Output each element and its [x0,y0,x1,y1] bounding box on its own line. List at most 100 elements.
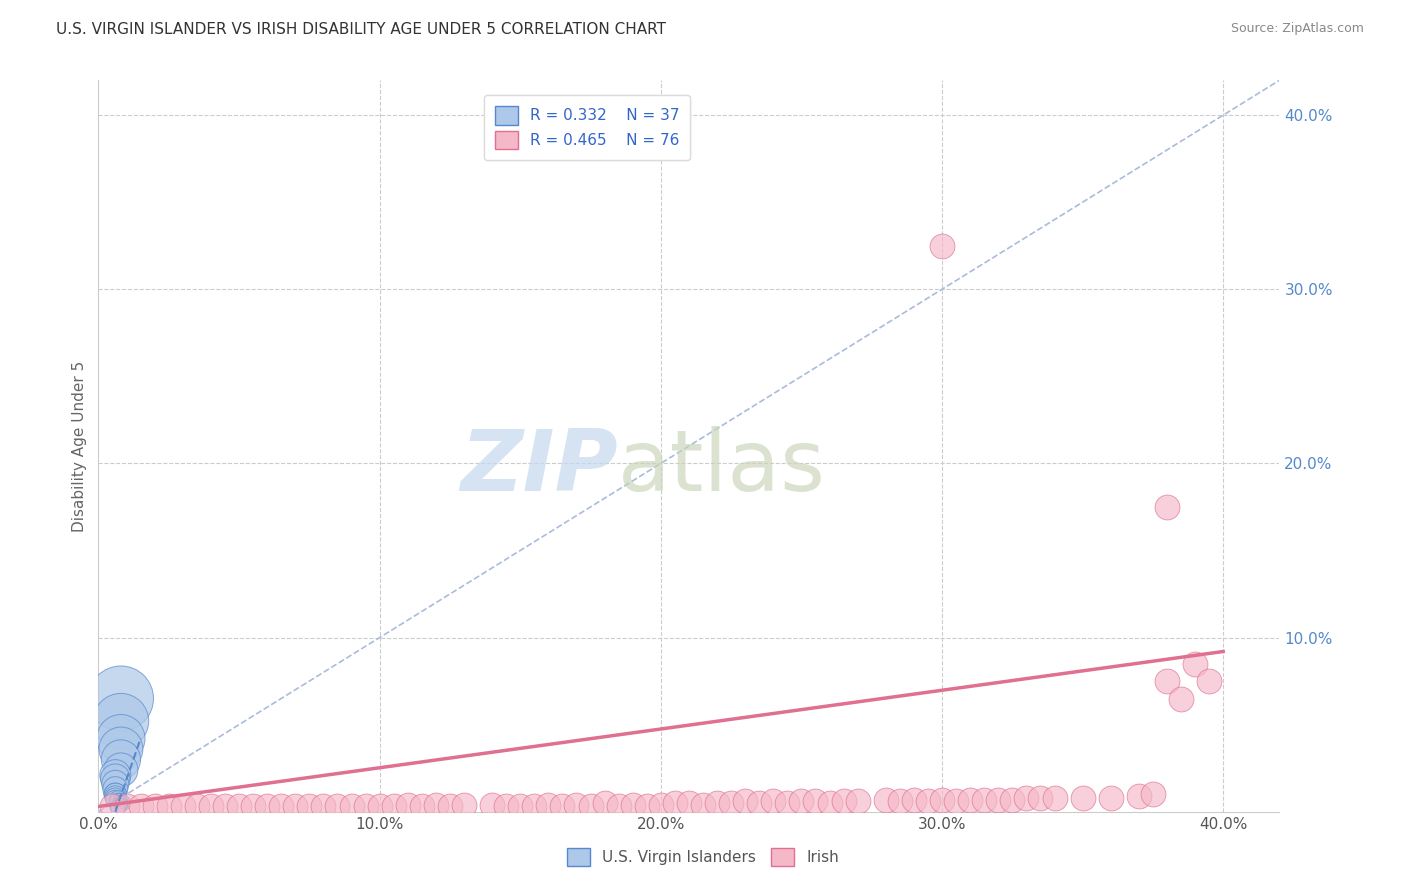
Point [1142,787,1164,801]
Point [1184,657,1206,671]
Point [720,796,742,810]
Point [104,801,127,815]
Point [110,803,132,817]
Point [565,797,588,812]
Point [931,238,953,252]
Point [110,691,132,706]
Point [110,799,132,814]
Point [104,787,127,801]
Point [107,792,129,806]
Point [110,797,132,812]
Point [110,796,132,810]
Point [228,799,250,814]
Point [104,782,127,797]
Point [110,794,132,808]
Point [104,768,127,782]
Point [112,796,135,810]
Text: ZIP: ZIP [460,426,619,509]
Point [157,799,180,814]
Text: Source: ZipAtlas.com: Source: ZipAtlas.com [1230,22,1364,36]
Point [110,752,132,766]
Point [959,792,981,806]
Point [607,799,630,814]
Point [143,799,166,814]
Point [945,794,967,808]
Point [107,799,129,814]
Point [104,777,127,791]
Point [368,799,391,814]
Point [382,799,405,814]
Point [110,801,132,815]
Point [1001,792,1024,806]
Point [104,801,127,815]
Point [425,797,447,812]
Point [104,792,127,806]
Point [987,792,1010,806]
Point [242,799,264,814]
Point [110,805,132,819]
Point [1029,790,1052,805]
Y-axis label: Disability Age Under 5: Disability Age Under 5 [72,360,87,532]
Point [1128,789,1150,803]
Point [495,799,517,814]
Point [1156,500,1178,514]
Point [1071,790,1094,805]
Point [104,787,127,801]
Point [110,803,132,817]
Point [200,799,222,814]
Point [1156,674,1178,689]
Point [411,799,433,814]
Point [1198,674,1220,689]
Point [326,799,349,814]
Point [104,801,127,815]
Text: U.S. VIRGIN ISLANDER VS IRISH DISABILITY AGE UNDER 5 CORRELATION CHART: U.S. VIRGIN ISLANDER VS IRISH DISABILITY… [56,22,666,37]
Point [664,796,686,810]
Point [931,792,953,806]
Point [481,797,503,812]
Point [903,792,925,806]
Point [1099,790,1122,805]
Point [110,796,132,810]
Point [439,799,461,814]
Point [340,799,363,814]
Point [846,794,869,808]
Point [889,794,911,808]
Point [104,789,127,803]
Point [734,794,756,808]
Point [1043,790,1066,805]
Point [1015,790,1038,805]
Point [298,799,321,814]
Point [110,796,132,810]
Point [621,797,644,812]
Point [593,796,616,810]
Point [107,799,129,814]
Point [579,799,602,814]
Point [172,799,194,814]
Point [104,790,127,805]
Point [186,799,208,814]
Point [762,794,785,808]
Point [650,797,672,812]
Point [551,799,574,814]
Point [537,797,560,812]
Point [790,794,813,808]
Point [354,799,377,814]
Point [706,796,728,810]
Point [678,796,700,810]
Point [832,794,855,808]
Point [692,797,714,812]
Point [636,799,658,814]
Point [110,763,132,777]
Point [1170,691,1192,706]
Legend: U.S. Virgin Islanders, Irish: U.S. Virgin Islanders, Irish [558,838,848,875]
Point [396,797,419,812]
Point [107,794,129,808]
Point [509,799,531,814]
Point [312,799,335,814]
Point [104,801,127,815]
Point [110,714,132,728]
Point [104,799,127,814]
Point [748,796,770,810]
Point [115,799,138,814]
Point [875,792,897,806]
